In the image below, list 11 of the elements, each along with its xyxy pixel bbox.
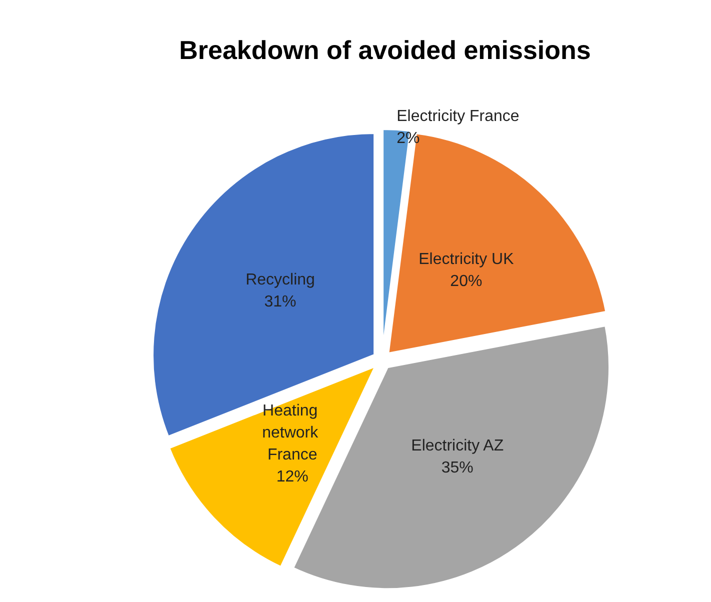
data-label: 31% [264,293,296,310]
slice-label: Electricity UK [418,250,514,268]
slice-label: Heating network France [262,402,323,464]
data-label: 35% [441,460,474,477]
slice-label: Recycling [246,271,315,288]
data-label: 20% [450,272,482,290]
data-label: 12% [276,468,308,486]
slice-label: Electricity France [396,108,520,125]
slice-label: Electricity AZ [411,438,504,455]
chart-title: Breakdown of avoided emissions [179,35,591,65]
data-label: 2% [396,130,420,147]
